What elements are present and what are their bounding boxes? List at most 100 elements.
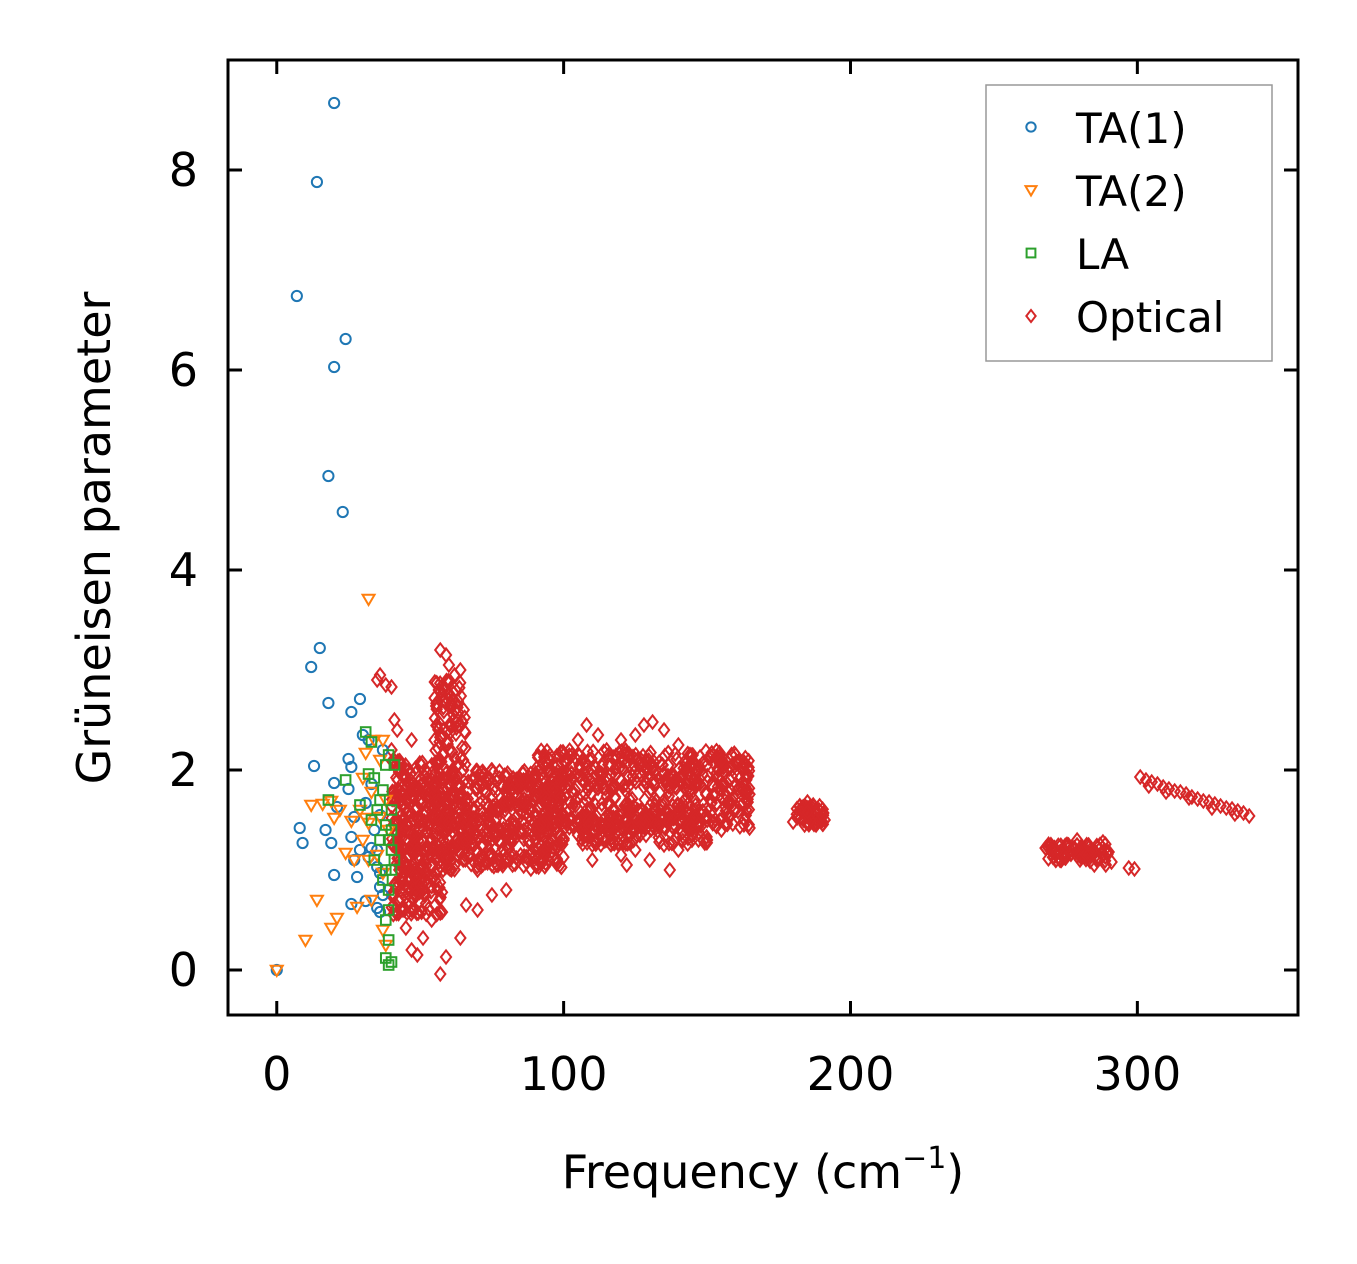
data-point <box>1067 841 1081 859</box>
data-point <box>305 660 318 674</box>
data-point <box>815 806 829 824</box>
data-point <box>456 761 470 779</box>
x-axis-title-main: Frequency (cm <box>562 1145 902 1199</box>
data-point <box>633 827 647 844</box>
data-point <box>563 801 577 818</box>
data-point <box>428 689 441 707</box>
data-point <box>530 783 544 801</box>
data-point <box>382 959 395 971</box>
data-point <box>485 886 499 904</box>
data-point <box>501 787 515 804</box>
data-point <box>431 806 444 824</box>
data-point <box>523 831 536 849</box>
data-point <box>562 751 575 768</box>
data-point <box>714 780 728 797</box>
data-point <box>486 831 500 848</box>
data-point <box>628 726 642 744</box>
data-point <box>694 806 708 824</box>
data-point <box>429 742 442 759</box>
data-point <box>464 847 477 864</box>
data-point <box>385 678 398 696</box>
data-point <box>458 724 472 741</box>
data-point <box>557 806 570 824</box>
data-point <box>622 778 635 795</box>
data-point <box>396 901 410 919</box>
data-point <box>453 929 467 947</box>
data-point <box>585 836 599 854</box>
data-point <box>322 794 335 806</box>
data-point <box>379 914 392 926</box>
data-point <box>741 793 755 811</box>
y-tick-label: 4 <box>169 543 198 597</box>
data-point <box>1142 777 1156 795</box>
data-point <box>571 811 585 828</box>
data-point <box>353 692 367 706</box>
data-point <box>661 767 675 784</box>
data-point <box>724 782 738 799</box>
data-point <box>416 822 430 840</box>
data-point <box>715 821 728 839</box>
x-tick-label: 100 <box>520 1047 608 1101</box>
data-point <box>1182 789 1196 807</box>
data-point <box>472 852 486 869</box>
data-point <box>499 881 513 899</box>
data-point <box>614 731 628 749</box>
data-point <box>818 811 832 829</box>
data-point <box>470 815 483 833</box>
data-point <box>571 826 585 844</box>
y-tick-label: 0 <box>169 943 198 997</box>
data-point <box>482 811 496 829</box>
data-point <box>428 710 442 727</box>
data-point <box>422 771 436 789</box>
data-point <box>1096 833 1110 851</box>
data-point <box>573 756 586 774</box>
y-axis-title: Grüneisen parameter <box>67 291 121 784</box>
data-point <box>655 756 669 773</box>
data-point <box>672 811 686 829</box>
data-point <box>628 841 642 859</box>
data-point <box>667 816 681 834</box>
data-point <box>339 332 352 346</box>
data-point <box>437 824 450 842</box>
data-point <box>657 721 671 739</box>
data-point <box>556 764 570 782</box>
data-point <box>672 801 685 819</box>
data-point <box>637 815 651 832</box>
data-point <box>637 771 651 789</box>
data-point <box>1087 856 1101 874</box>
data-point <box>498 845 511 863</box>
data-point <box>618 781 632 799</box>
data-point <box>342 752 355 766</box>
y-tick-label: 2 <box>169 743 198 797</box>
data-point <box>420 790 434 808</box>
data-point <box>461 773 475 790</box>
data-point <box>615 743 628 760</box>
data-point <box>423 813 437 831</box>
series-optical <box>370 641 1256 983</box>
data-point <box>600 831 614 849</box>
data-point <box>476 766 490 784</box>
data-point <box>1082 846 1095 864</box>
data-point <box>399 888 413 906</box>
data-point <box>580 801 593 819</box>
y-tick-label: 8 <box>169 143 198 197</box>
data-point <box>388 759 401 771</box>
data-point <box>686 746 700 764</box>
data-point <box>729 801 743 819</box>
data-point <box>441 775 455 793</box>
data-point <box>439 695 453 712</box>
data-point <box>345 897 358 911</box>
data-point <box>435 884 449 901</box>
data-point <box>436 861 450 879</box>
data-point <box>568 781 582 799</box>
data-point <box>374 834 386 846</box>
data-point <box>485 774 498 792</box>
data-point <box>1242 807 1256 825</box>
data-point <box>457 787 471 805</box>
data-point <box>407 811 421 828</box>
data-point <box>413 821 427 839</box>
data-point <box>648 816 662 834</box>
data-point <box>1044 841 1058 859</box>
legend-marker-diamond <box>1025 308 1037 324</box>
data-point <box>428 731 441 749</box>
